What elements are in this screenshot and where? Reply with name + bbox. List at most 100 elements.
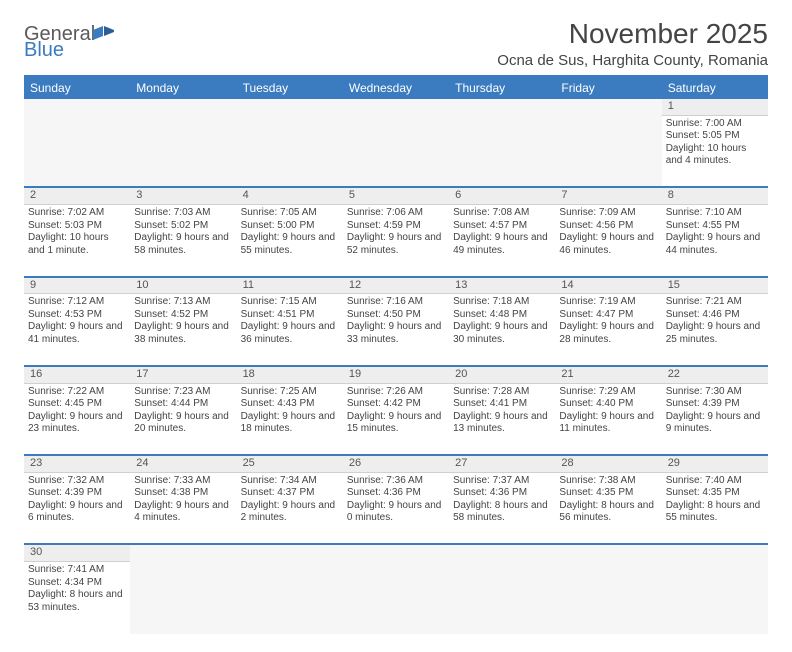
daylight: Daylight: 9 hours and 38 minutes.: [134, 321, 232, 346]
sunrise: Sunrise: 7:06 AM: [347, 207, 445, 220]
daylight: Daylight: 9 hours and 4 minutes.: [134, 500, 232, 525]
day-cell: Sunrise: 7:10 AMSunset: 4:55 PMDaylight:…: [662, 205, 768, 277]
day-header: Tuesday: [237, 76, 343, 99]
day-cell: Sunrise: 7:23 AMSunset: 4:44 PMDaylight:…: [130, 383, 236, 455]
daylight: Daylight: 8 hours and 55 minutes.: [666, 500, 764, 525]
day-number: 4: [237, 187, 343, 204]
day-cell: Sunrise: 7:28 AMSunset: 4:41 PMDaylight:…: [449, 383, 555, 455]
day-cell: [343, 115, 449, 187]
day-number: [237, 544, 343, 561]
day-header: Monday: [130, 76, 236, 99]
day-cell: Sunrise: 7:38 AMSunset: 4:35 PMDaylight:…: [555, 472, 661, 544]
day-number: 7: [555, 187, 661, 204]
day-number: 19: [343, 366, 449, 383]
day-cell: Sunrise: 7:33 AMSunset: 4:38 PMDaylight:…: [130, 472, 236, 544]
day-number: 14: [555, 277, 661, 294]
week-row: Sunrise: 7:02 AMSunset: 5:03 PM Daylight:…: [24, 205, 768, 277]
sunset: Sunset: 4:55 PM: [666, 220, 764, 233]
day-cell: Sunrise: 7:22 AMSunset: 4:45 PMDaylight:…: [24, 383, 130, 455]
month-title: November 2025: [497, 18, 768, 50]
daylight: Daylight: 9 hours and 11 minutes.: [559, 411, 657, 436]
sunset: Sunset: 5:02 PM: [134, 220, 232, 233]
day-cell: Sunrise: 7:19 AMSunset: 4:47 PMDaylight:…: [555, 294, 661, 366]
day-cell: Sunrise: 7:00 AMSunset: 5:05 PMDaylight:…: [662, 115, 768, 187]
sunrise: Sunrise: 7:36 AM: [347, 475, 445, 488]
day-cell: Sunrise: 7:37 AMSunset: 4:36 PMDaylight:…: [449, 472, 555, 544]
day-cell: [662, 562, 768, 634]
week-row: Sunrise: 7:32 AMSunset: 4:39 PMDaylight:…: [24, 472, 768, 544]
day-cell: Sunrise: 7:13 AMSunset: 4:52 PMDaylight:…: [130, 294, 236, 366]
day-number: [130, 544, 236, 561]
day-number: 29: [662, 455, 768, 472]
day-number: [343, 544, 449, 561]
day-number: 3: [130, 187, 236, 204]
daylight: Daylight: 9 hours and 49 minutes.: [453, 232, 551, 257]
day-number: 9: [24, 277, 130, 294]
location: Ocna de Sus, Harghita County, Romania: [497, 52, 768, 69]
day-number: 27: [449, 455, 555, 472]
sunset: Sunset: 5:00 PM: [241, 220, 339, 233]
day-header: Wednesday: [343, 76, 449, 99]
daylight: Daylight: 9 hours and 2 minutes.: [241, 500, 339, 525]
sunrise: Sunrise: 7:05 AM: [241, 207, 339, 220]
day-number: 23: [24, 455, 130, 472]
sunrise: Sunrise: 7:33 AM: [134, 475, 232, 488]
sunset: Sunset: 4:37 PM: [241, 487, 339, 500]
sunrise: Sunrise: 7:09 AM: [559, 207, 657, 220]
day-number: 30: [24, 544, 130, 561]
day-cell: [130, 115, 236, 187]
week-row: Sunrise: 7:41 AMSunset: 4:34 PMDaylight:…: [24, 562, 768, 634]
day-cell: Sunrise: 7:02 AMSunset: 5:03 PMDaylight:…: [24, 205, 130, 277]
daylight: Daylight: 9 hours and 25 minutes.: [666, 321, 764, 346]
day-cell: Sunrise: 7:08 AMSunset: 4:57 PMDaylight:…: [449, 205, 555, 277]
daylight: Daylight: 9 hours and 15 minutes.: [347, 411, 445, 436]
day-cell: Sunrise: 7:32 AMSunset: 4:39 PMDaylight:…: [24, 472, 130, 544]
sunrise: Sunrise: 7:13 AM: [134, 296, 232, 309]
day-number: [662, 544, 768, 561]
daynum-row: 2345678: [24, 187, 768, 204]
sunset: Sunset: 4:36 PM: [453, 487, 551, 500]
header: General Blue November 2025 Ocna de Sus, …: [24, 18, 768, 69]
day-number: 16: [24, 366, 130, 383]
day-number: 5: [343, 187, 449, 204]
sunset: Sunset: 4:59 PM: [347, 220, 445, 233]
day-number: [555, 99, 661, 115]
sunset: Sunset: 4:39 PM: [28, 487, 126, 500]
day-number: 1: [662, 99, 768, 115]
sunrise: Sunrise: 7:00 AM: [666, 118, 764, 131]
sunset: Sunset: 5:03 PM: [28, 220, 126, 233]
day-cell: [237, 115, 343, 187]
logo-text-blue: Blue: [24, 39, 64, 61]
daylight: Daylight: 9 hours and 23 minutes.: [28, 411, 126, 436]
daylight: Daylight: 9 hours and 55 minutes.: [241, 232, 339, 257]
daylight: Daylight: 9 hours and 52 minutes.: [347, 232, 445, 257]
daylight: Daylight: 9 hours and 9 minutes.: [666, 411, 764, 436]
daynum-row: 9101112131415: [24, 277, 768, 294]
day-header: Sunday: [24, 76, 130, 99]
sunrise: Sunrise: 7:10 AM: [666, 207, 764, 220]
day-number: 6: [449, 187, 555, 204]
sunset: Sunset: 4:45 PM: [28, 398, 126, 411]
day-number: [237, 99, 343, 115]
day-cell: Sunrise: 7:26 AMSunset: 4:42 PMDaylight:…: [343, 383, 449, 455]
day-number: [24, 99, 130, 115]
sunset: Sunset: 4:52 PM: [134, 309, 232, 322]
sunrise: Sunrise: 7:40 AM: [666, 475, 764, 488]
daylight: Daylight: 9 hours and 46 minutes.: [559, 232, 657, 257]
daynum-row: 1: [24, 99, 768, 115]
day-number: 24: [130, 455, 236, 472]
sunrise: Sunrise: 7:22 AM: [28, 386, 126, 399]
daylight: Daylight: 9 hours and 30 minutes.: [453, 321, 551, 346]
sunset: Sunset: 4:42 PM: [347, 398, 445, 411]
sunset: Sunset: 4:41 PM: [453, 398, 551, 411]
sunset: Sunset: 4:51 PM: [241, 309, 339, 322]
day-number: 12: [343, 277, 449, 294]
day-cell: [24, 115, 130, 187]
daylight: Daylight: 9 hours and 18 minutes.: [241, 411, 339, 436]
daylight: Daylight: 8 hours and 58 minutes.: [453, 500, 551, 525]
sunrise: Sunrise: 7:02 AM: [28, 207, 126, 220]
sunrise: Sunrise: 7:26 AM: [347, 386, 445, 399]
day-cell: Sunrise: 7:41 AMSunset: 4:34 PMDaylight:…: [24, 562, 130, 634]
sunrise: Sunrise: 7:30 AM: [666, 386, 764, 399]
daylight: Daylight: 9 hours and 28 minutes.: [559, 321, 657, 346]
